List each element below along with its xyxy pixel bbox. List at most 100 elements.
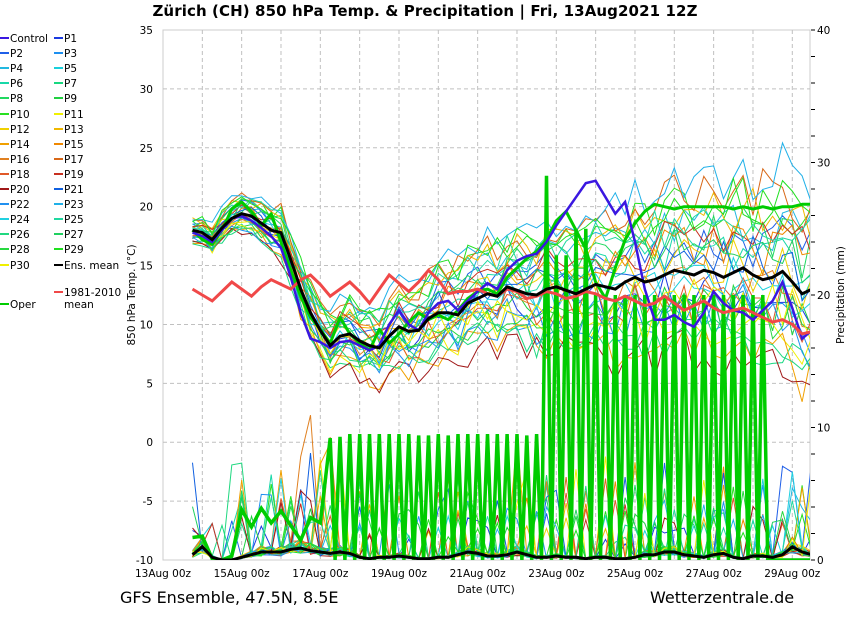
footer-source: GFS Ensemble, 47.5N, 8.5E xyxy=(120,588,339,607)
legend-label: P1 xyxy=(64,33,78,45)
legend-item: P29 xyxy=(54,244,84,256)
y-tick-label: -5 xyxy=(143,496,153,508)
x-axis: 13Aug 00z 15Aug 00z 17Aug 00z 19Aug 00z 21Au… xyxy=(135,568,821,580)
x-tick-label: 19Aug 00z xyxy=(371,568,428,580)
legend-swatch xyxy=(54,67,63,70)
legend-swatch xyxy=(0,82,9,85)
legend-label: 1981-2010 xyxy=(64,287,122,299)
x-tick-label: 17Aug 00z xyxy=(292,568,349,580)
legend-label: mean xyxy=(64,299,94,311)
legend-item: P10 xyxy=(0,109,30,121)
legend-label: P26 xyxy=(10,229,30,242)
legend-swatch xyxy=(54,218,63,221)
member-temp-line xyxy=(192,176,810,326)
legend-swatch xyxy=(0,218,9,221)
legend-swatch xyxy=(54,112,63,115)
legend-swatch xyxy=(0,97,9,100)
legend-label: P4 xyxy=(10,63,24,76)
legend-label: P21 xyxy=(64,184,84,196)
legend-item: P28 xyxy=(0,244,30,256)
legend-item: P22 xyxy=(0,199,30,211)
legend-item: P2 xyxy=(0,48,23,60)
legend-swatch xyxy=(54,127,63,130)
legend-item: P12 xyxy=(0,124,30,136)
legend-item: P14 xyxy=(0,139,30,151)
legend-swatch xyxy=(0,52,9,55)
member-temp-line xyxy=(192,186,810,329)
legend-label: P27 xyxy=(64,229,84,242)
legend-swatch xyxy=(54,248,63,251)
legend-label: P17 xyxy=(64,153,84,166)
legend-label: P25 xyxy=(64,214,84,227)
legend-label: P7 xyxy=(64,78,78,91)
x-tick-label: 15Aug 00z xyxy=(214,568,271,580)
footer-site[interactable]: Wetterzentrale.de xyxy=(650,588,795,607)
y2-tick-label: 20 xyxy=(817,290,830,302)
legend-label: P19 xyxy=(64,168,84,181)
legend-item: P13 xyxy=(54,124,84,136)
y-tick-label: 25 xyxy=(140,143,153,155)
y-tick-label: 35 xyxy=(140,25,153,37)
y-axis-title: 850 hPa Temp. (°C) xyxy=(126,244,138,345)
y-axis-left: 35 30 25 20 15 10 5 0 -5 -10 xyxy=(136,25,153,567)
legend-item: P5 xyxy=(54,63,77,75)
legend-item: P30 xyxy=(0,260,30,272)
member-temp-line xyxy=(192,200,810,343)
legend-label: Control xyxy=(10,33,48,45)
legend-item: P18 xyxy=(0,169,30,181)
x-tick-label: 13Aug 00z xyxy=(135,568,192,580)
legend-item: P7 xyxy=(54,78,77,90)
y2-tick-label: 10 xyxy=(817,423,830,435)
legend-swatch xyxy=(0,37,9,39)
member-temp-line xyxy=(192,198,810,329)
legend-label: P8 xyxy=(10,93,24,106)
legend-label: P20 xyxy=(10,184,30,196)
y-tick-label: 10 xyxy=(140,319,153,331)
legend-swatch xyxy=(54,97,63,100)
legend-label: Ens. mean xyxy=(64,259,120,272)
legend-swatch xyxy=(0,142,9,145)
legend-label: P10 xyxy=(10,108,30,121)
legend-swatch xyxy=(0,303,9,305)
legend-label: P3 xyxy=(64,48,78,61)
legend-label: P28 xyxy=(10,244,30,257)
legend-item: P16 xyxy=(0,154,30,166)
legend-swatch xyxy=(54,142,63,145)
legend-label: P18 xyxy=(10,168,30,181)
legend-swatch xyxy=(54,52,63,55)
legend-label: P5 xyxy=(64,63,78,76)
legend-label: P12 xyxy=(10,123,30,136)
legend-label: P15 xyxy=(64,138,84,151)
legend-item-climatology: 1981-2010 mean xyxy=(54,287,121,311)
legend-item: P23 xyxy=(54,199,84,211)
legend-item: P24 xyxy=(0,214,30,226)
legend-swatch xyxy=(0,248,9,251)
ens-mean-precip-line xyxy=(191,544,810,560)
legend-item: P1 xyxy=(54,33,77,45)
legend-item: P6 xyxy=(0,78,23,90)
x-tick-label: 23Aug 00z xyxy=(528,568,585,580)
y-tick-label: 30 xyxy=(140,84,153,96)
legend-item: P8 xyxy=(0,93,23,105)
legend-swatch xyxy=(54,291,63,293)
legend-swatch xyxy=(54,82,63,85)
legend-swatch xyxy=(54,233,63,236)
legend-swatch xyxy=(54,172,63,175)
legend-item-oper: Oper xyxy=(0,299,36,311)
y-tick-label: 0 xyxy=(146,437,153,449)
x-tick-label: 29Aug 00z xyxy=(764,568,821,580)
y-tick-label: 5 xyxy=(146,378,153,390)
legend-item: Control xyxy=(0,33,48,45)
ens-mean-temp-line xyxy=(192,212,810,350)
y-tick-label: 20 xyxy=(140,202,153,214)
legend-swatch xyxy=(0,157,9,160)
legend-item: P15 xyxy=(54,139,84,151)
y2-tick-label: 30 xyxy=(817,158,830,170)
legend-swatch xyxy=(0,188,9,190)
legend-label: P23 xyxy=(64,199,84,212)
control-temp-line xyxy=(192,179,810,352)
y-axis-right: 40 30 20 10 0 xyxy=(811,25,830,567)
legend-item: P20 xyxy=(0,184,30,196)
legend-swatch xyxy=(54,157,63,160)
